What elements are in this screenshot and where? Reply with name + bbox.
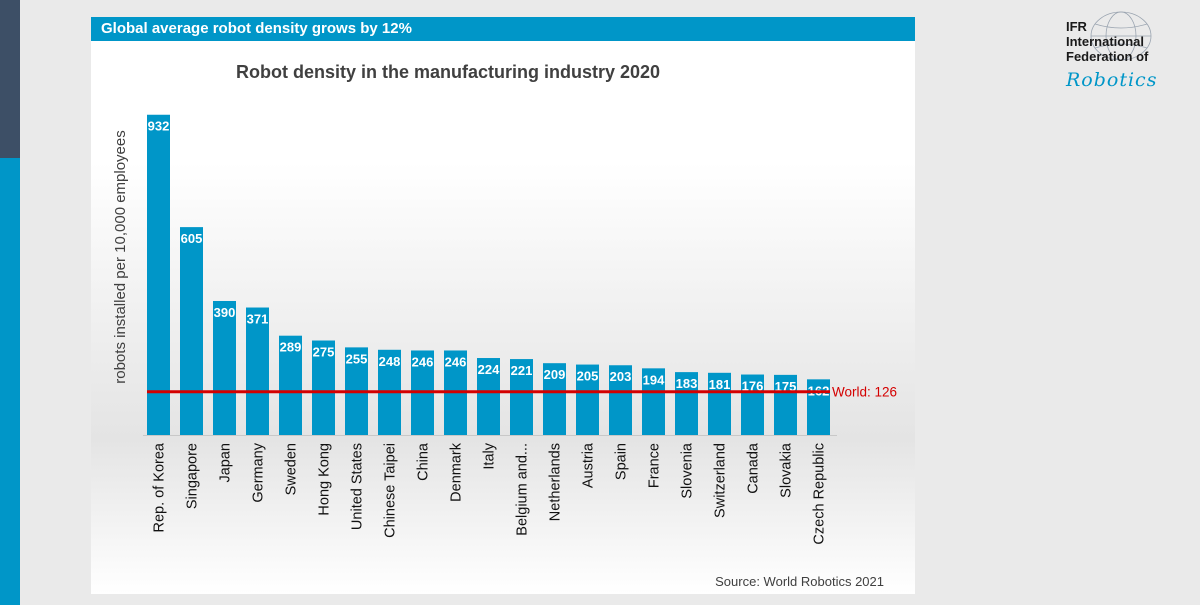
logo-script-robotics: Robotics bbox=[1066, 69, 1158, 91]
bar-3 bbox=[246, 307, 269, 435]
value-label-3: 371 bbox=[247, 312, 269, 327]
value-label-1: 605 bbox=[181, 231, 203, 246]
logo-line-federation: Federation of bbox=[1066, 49, 1149, 64]
value-label-15: 194 bbox=[643, 372, 665, 387]
category-label-13: Austria bbox=[581, 442, 597, 488]
bar-20 bbox=[807, 379, 830, 435]
category-label-0: Rep. of Korea bbox=[152, 442, 168, 532]
category-label-3: Germany bbox=[251, 442, 267, 502]
value-label-12: 209 bbox=[544, 367, 566, 382]
value-label-2: 390 bbox=[214, 305, 236, 320]
category-label-1: Singapore bbox=[185, 443, 201, 509]
category-label-6: United States bbox=[350, 443, 366, 530]
bar-chart: Robot density in the manufacturing indus… bbox=[112, 62, 897, 589]
x-axis-line bbox=[143, 435, 837, 436]
category-label-20: Czech Republic bbox=[812, 443, 828, 545]
bar-10 bbox=[477, 358, 500, 435]
category-label-18: Canada bbox=[746, 442, 762, 494]
side-accent-blue bbox=[0, 158, 20, 605]
bar-16 bbox=[675, 372, 698, 435]
category-label-7: Chinese Taipei bbox=[383, 443, 399, 538]
category-label-8: China bbox=[416, 442, 432, 481]
bar-14 bbox=[609, 365, 632, 435]
value-label-4: 289 bbox=[280, 340, 302, 355]
bar-4 bbox=[279, 335, 302, 435]
category-label-17: Switzerland bbox=[713, 443, 729, 518]
category-label-2: Japan bbox=[218, 443, 234, 483]
ifr-logo: IFR International Federation of Robotics bbox=[1066, 8, 1176, 91]
category-label-11: Belgium and... bbox=[515, 443, 531, 536]
value-label-9: 246 bbox=[445, 354, 467, 369]
bar-15 bbox=[642, 368, 665, 435]
value-label-18: 176 bbox=[742, 379, 764, 394]
category-label-19: Slovakia bbox=[779, 442, 795, 498]
chart-title: Robot density in the manufacturing indus… bbox=[236, 62, 660, 82]
world-average-label: World: 126 bbox=[832, 385, 897, 400]
y-axis-label: robots installed per 10,000 employees bbox=[112, 130, 129, 384]
category-label-9: Denmark bbox=[449, 442, 465, 502]
logo-line-ifr: IFR bbox=[1066, 19, 1087, 34]
category-label-15: France bbox=[647, 443, 663, 488]
category-label-16: Slovenia bbox=[680, 442, 696, 499]
bar-17 bbox=[708, 372, 731, 435]
category-label-5: Hong Kong bbox=[317, 443, 333, 516]
category-label-10: Italy bbox=[482, 442, 498, 469]
source-note: Source: World Robotics 2021 bbox=[715, 574, 884, 589]
bars-group: 932 Rep. of Korea 605 Singapore 390 Japan 371 G… bbox=[143, 114, 897, 545]
bar-18 bbox=[741, 374, 764, 435]
value-label-11: 221 bbox=[511, 363, 533, 378]
category-label-12: Netherlands bbox=[548, 443, 564, 521]
side-accent-dark bbox=[0, 0, 20, 158]
bar-0 bbox=[147, 114, 170, 436]
value-label-13: 205 bbox=[577, 369, 599, 384]
bar-2 bbox=[213, 300, 236, 435]
chart-panel: Robot density in the manufacturing indus… bbox=[91, 41, 915, 594]
category-label-14: Spain bbox=[614, 443, 630, 480]
value-label-17: 181 bbox=[709, 377, 731, 392]
value-label-14: 203 bbox=[610, 369, 632, 384]
value-label-0: 932 bbox=[148, 119, 170, 134]
bar-1 bbox=[180, 227, 203, 435]
value-label-19: 175 bbox=[775, 379, 797, 394]
category-label-4: Sweden bbox=[284, 443, 300, 495]
globe-icon bbox=[1090, 11, 1152, 61]
value-label-16: 183 bbox=[676, 376, 698, 391]
value-label-6: 255 bbox=[346, 351, 368, 366]
value-label-5: 275 bbox=[313, 345, 335, 360]
logo-line-international: International bbox=[1066, 34, 1145, 49]
bar-13 bbox=[576, 364, 599, 435]
value-label-8: 246 bbox=[412, 354, 434, 369]
bar-5 bbox=[312, 340, 335, 435]
bar-19 bbox=[774, 374, 797, 435]
bar-11 bbox=[510, 359, 533, 435]
bar-12 bbox=[543, 363, 566, 435]
value-label-7: 248 bbox=[379, 354, 401, 369]
headline-banner: Global average robot density grows by 12… bbox=[91, 17, 915, 41]
value-label-10: 224 bbox=[478, 362, 500, 377]
